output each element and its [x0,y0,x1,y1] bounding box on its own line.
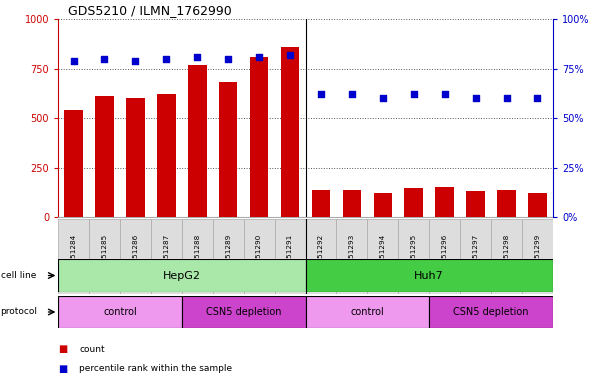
Point [440,91,450,98]
FancyBboxPatch shape [367,219,398,294]
FancyBboxPatch shape [274,219,306,294]
Point [131,58,141,64]
Text: GDS5210 / ILMN_1762990: GDS5210 / ILMN_1762990 [68,3,232,17]
Bar [528,193,547,217]
Bar [219,83,238,217]
Bar [343,190,361,217]
Text: ■: ■ [58,364,67,374]
Text: CSN5 depletion: CSN5 depletion [206,307,282,317]
FancyBboxPatch shape [306,219,337,294]
Text: cell line: cell line [1,271,36,280]
Point [285,52,295,58]
Text: GSM651292: GSM651292 [318,234,324,278]
Bar [64,110,83,217]
FancyBboxPatch shape [429,219,460,294]
FancyBboxPatch shape [244,219,274,294]
Bar [312,190,330,217]
Point [502,95,511,101]
Text: GSM651298: GSM651298 [503,234,510,278]
Text: GSM651299: GSM651299 [535,234,541,278]
Bar [466,191,485,217]
Point [100,56,109,62]
FancyBboxPatch shape [491,219,522,294]
Point [192,54,202,60]
Bar [250,57,268,217]
FancyBboxPatch shape [58,296,182,328]
Text: control: control [103,307,137,317]
Text: HepG2: HepG2 [163,270,201,281]
Bar [157,94,175,217]
Text: GSM651288: GSM651288 [194,234,200,278]
Bar [126,98,145,217]
Bar [95,96,114,217]
Bar [188,65,207,217]
Text: count: count [79,345,105,354]
FancyBboxPatch shape [182,219,213,294]
Point [223,56,233,62]
FancyBboxPatch shape [213,219,244,294]
FancyBboxPatch shape [398,219,429,294]
Point [378,95,388,101]
FancyBboxPatch shape [306,296,429,328]
FancyBboxPatch shape [522,219,553,294]
Bar [373,193,392,217]
Point [68,58,78,64]
Point [533,95,543,101]
Text: GSM651289: GSM651289 [225,234,231,278]
Point [254,54,264,60]
Text: GSM651295: GSM651295 [411,234,417,278]
FancyBboxPatch shape [58,259,306,292]
Text: GSM651290: GSM651290 [256,234,262,278]
FancyBboxPatch shape [306,259,553,292]
Bar [404,188,423,217]
Point [161,56,171,62]
Point [347,91,357,98]
Text: GSM651297: GSM651297 [473,234,478,278]
Text: percentile rank within the sample: percentile rank within the sample [79,364,233,373]
Text: GSM651285: GSM651285 [101,234,108,278]
Point [470,95,480,101]
Bar [436,187,454,217]
FancyBboxPatch shape [182,296,306,328]
FancyBboxPatch shape [120,219,151,294]
FancyBboxPatch shape [58,219,89,294]
Text: GSM651294: GSM651294 [380,234,386,278]
Text: GSM651293: GSM651293 [349,234,355,278]
Text: GSM651287: GSM651287 [163,234,169,278]
Text: GSM651296: GSM651296 [442,234,448,278]
Text: ■: ■ [58,344,67,354]
Text: Huh7: Huh7 [414,270,444,281]
Text: control: control [351,307,384,317]
FancyBboxPatch shape [151,219,182,294]
Text: CSN5 depletion: CSN5 depletion [453,307,529,317]
Text: GSM651291: GSM651291 [287,234,293,278]
Bar [281,47,299,217]
Text: GSM651284: GSM651284 [70,234,76,278]
Text: protocol: protocol [1,308,38,316]
FancyBboxPatch shape [429,296,553,328]
Bar [497,190,516,217]
FancyBboxPatch shape [337,219,367,294]
Point [316,91,326,98]
Point [409,91,419,98]
FancyBboxPatch shape [460,219,491,294]
FancyBboxPatch shape [89,219,120,294]
Text: GSM651286: GSM651286 [133,234,138,278]
